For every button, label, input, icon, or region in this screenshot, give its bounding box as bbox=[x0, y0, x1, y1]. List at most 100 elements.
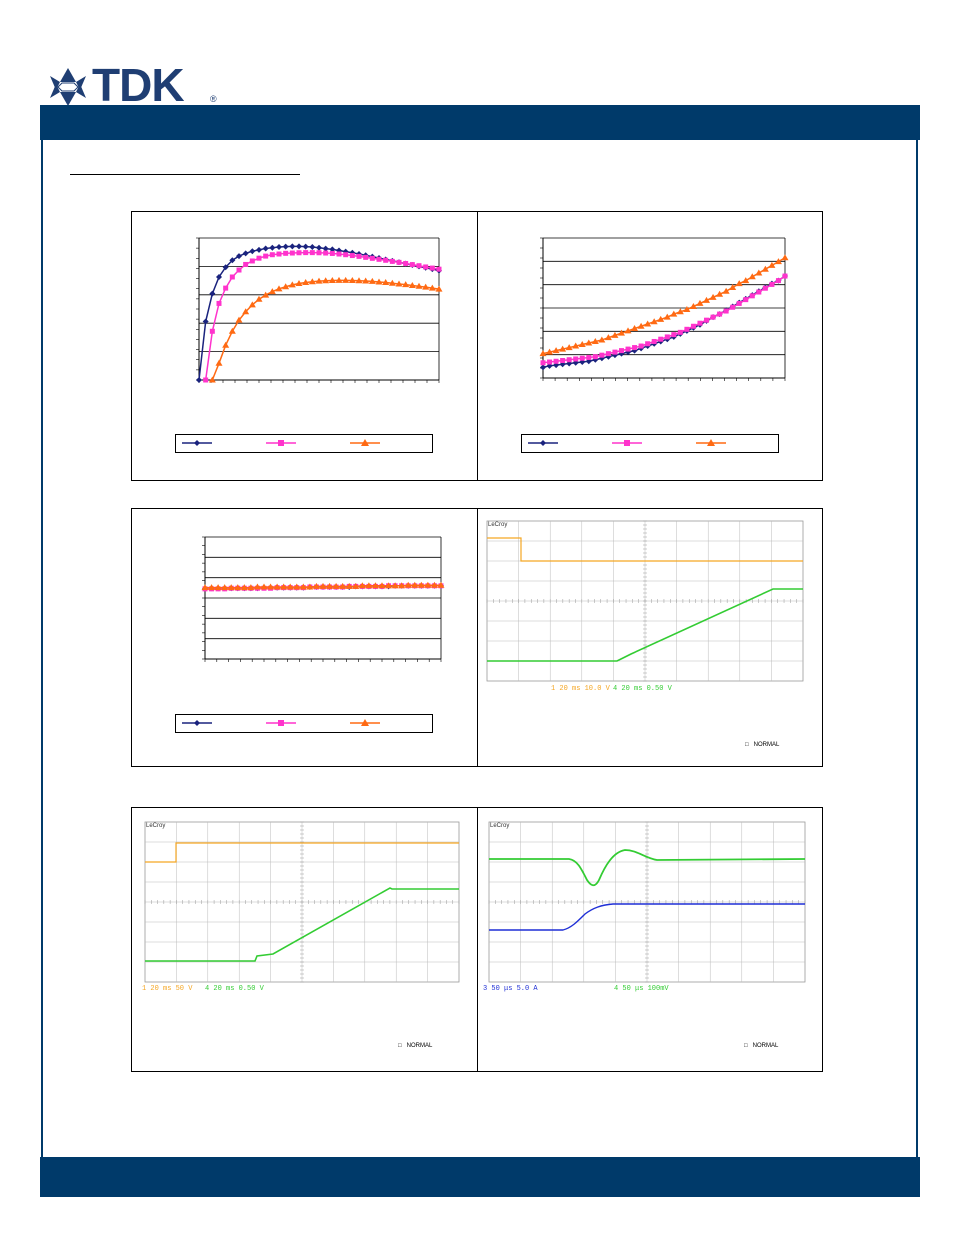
data-point bbox=[592, 354, 598, 360]
data-point bbox=[404, 581, 412, 588]
data-point bbox=[578, 341, 586, 348]
scope2-trace-screen bbox=[144, 821, 460, 983]
data-point bbox=[235, 316, 243, 323]
data-point bbox=[424, 581, 432, 588]
data-point bbox=[289, 243, 296, 250]
data-point bbox=[302, 243, 309, 250]
data-point bbox=[755, 269, 763, 276]
data-point bbox=[617, 329, 625, 336]
data-point bbox=[303, 250, 309, 256]
data-point bbox=[332, 582, 340, 589]
data-point bbox=[403, 260, 409, 266]
efficiency-chart bbox=[196, 237, 443, 383]
data-point bbox=[378, 582, 386, 589]
data-point bbox=[650, 318, 658, 325]
data-point bbox=[286, 583, 294, 590]
frame-right-border bbox=[916, 140, 918, 1157]
data-point bbox=[409, 262, 415, 268]
data-point bbox=[710, 314, 716, 320]
data-point bbox=[362, 277, 370, 284]
data-point bbox=[625, 346, 631, 352]
data-point bbox=[565, 344, 573, 351]
series-line-orange bbox=[211, 279, 440, 381]
series-line-orange bbox=[542, 257, 786, 355]
data-point bbox=[586, 354, 592, 360]
data-point bbox=[383, 257, 389, 263]
data-point bbox=[684, 326, 690, 332]
data-point bbox=[268, 288, 276, 295]
data-point bbox=[572, 342, 580, 349]
data-point bbox=[209, 328, 215, 334]
scope3-status: □ NORMAL bbox=[744, 1043, 779, 1049]
data-point bbox=[644, 320, 652, 327]
data-point bbox=[253, 583, 261, 590]
data-point bbox=[566, 357, 572, 363]
data-point bbox=[611, 331, 619, 338]
data-point bbox=[293, 583, 301, 590]
scope3-caption-ch3: 3 50 μs 5.0 A bbox=[483, 985, 538, 993]
footer-bar bbox=[40, 1157, 920, 1197]
data-point bbox=[423, 264, 429, 270]
data-point bbox=[247, 584, 255, 591]
data-point bbox=[605, 351, 611, 357]
data-point bbox=[579, 355, 585, 361]
data-point bbox=[282, 283, 290, 290]
scope3-status-text: NORMAL bbox=[752, 1043, 779, 1049]
data-point bbox=[631, 325, 639, 332]
data-point bbox=[368, 277, 376, 284]
regulation-legend bbox=[175, 714, 433, 733]
scope2-input-trace bbox=[145, 842, 459, 863]
data-point bbox=[677, 329, 683, 335]
data-point bbox=[365, 582, 373, 589]
data-point bbox=[781, 254, 789, 261]
data-point bbox=[203, 377, 209, 383]
data-point bbox=[560, 358, 566, 363]
data-point bbox=[743, 297, 749, 303]
data-point bbox=[749, 293, 755, 299]
data-point bbox=[585, 339, 593, 346]
data-point bbox=[296, 250, 302, 256]
data-point bbox=[216, 273, 222, 280]
data-point bbox=[676, 308, 684, 315]
data-point bbox=[429, 265, 435, 271]
data-point bbox=[255, 295, 263, 302]
data-point bbox=[416, 263, 422, 269]
data-point bbox=[242, 308, 250, 315]
data-point bbox=[322, 277, 330, 284]
data-point bbox=[348, 276, 356, 283]
data-point bbox=[280, 583, 288, 590]
data-point bbox=[339, 582, 347, 589]
scope3-caption-ch4: 4 50 μs 100mV bbox=[614, 985, 669, 993]
data-point bbox=[398, 582, 406, 589]
data-point bbox=[196, 377, 202, 383]
data-point bbox=[328, 276, 336, 283]
panel-row-3-divider bbox=[477, 807, 478, 1071]
data-point bbox=[598, 336, 606, 343]
data-point bbox=[768, 261, 776, 268]
data-point bbox=[709, 293, 717, 300]
data-point bbox=[415, 282, 423, 289]
data-point bbox=[385, 582, 393, 589]
data-point bbox=[214, 584, 222, 591]
data-point bbox=[756, 289, 762, 295]
data-point bbox=[730, 304, 736, 310]
data-point bbox=[269, 252, 275, 258]
data-point bbox=[782, 273, 788, 279]
data-point bbox=[573, 356, 579, 362]
scope1-status: □ NORMAL bbox=[745, 742, 780, 748]
data-point bbox=[248, 301, 256, 308]
data-point bbox=[722, 287, 730, 294]
data-point bbox=[637, 322, 645, 329]
data-point bbox=[209, 290, 216, 297]
data-point bbox=[774, 258, 782, 265]
data-point bbox=[315, 277, 323, 284]
data-point bbox=[599, 352, 605, 358]
data-point bbox=[402, 281, 410, 288]
scope3-brand: LeCroy bbox=[490, 823, 510, 829]
data-point bbox=[296, 243, 302, 250]
power-dissipation-chart bbox=[539, 237, 789, 381]
data-point bbox=[288, 281, 296, 288]
data-point bbox=[249, 258, 255, 264]
data-point bbox=[256, 246, 262, 253]
data-point bbox=[729, 283, 737, 290]
